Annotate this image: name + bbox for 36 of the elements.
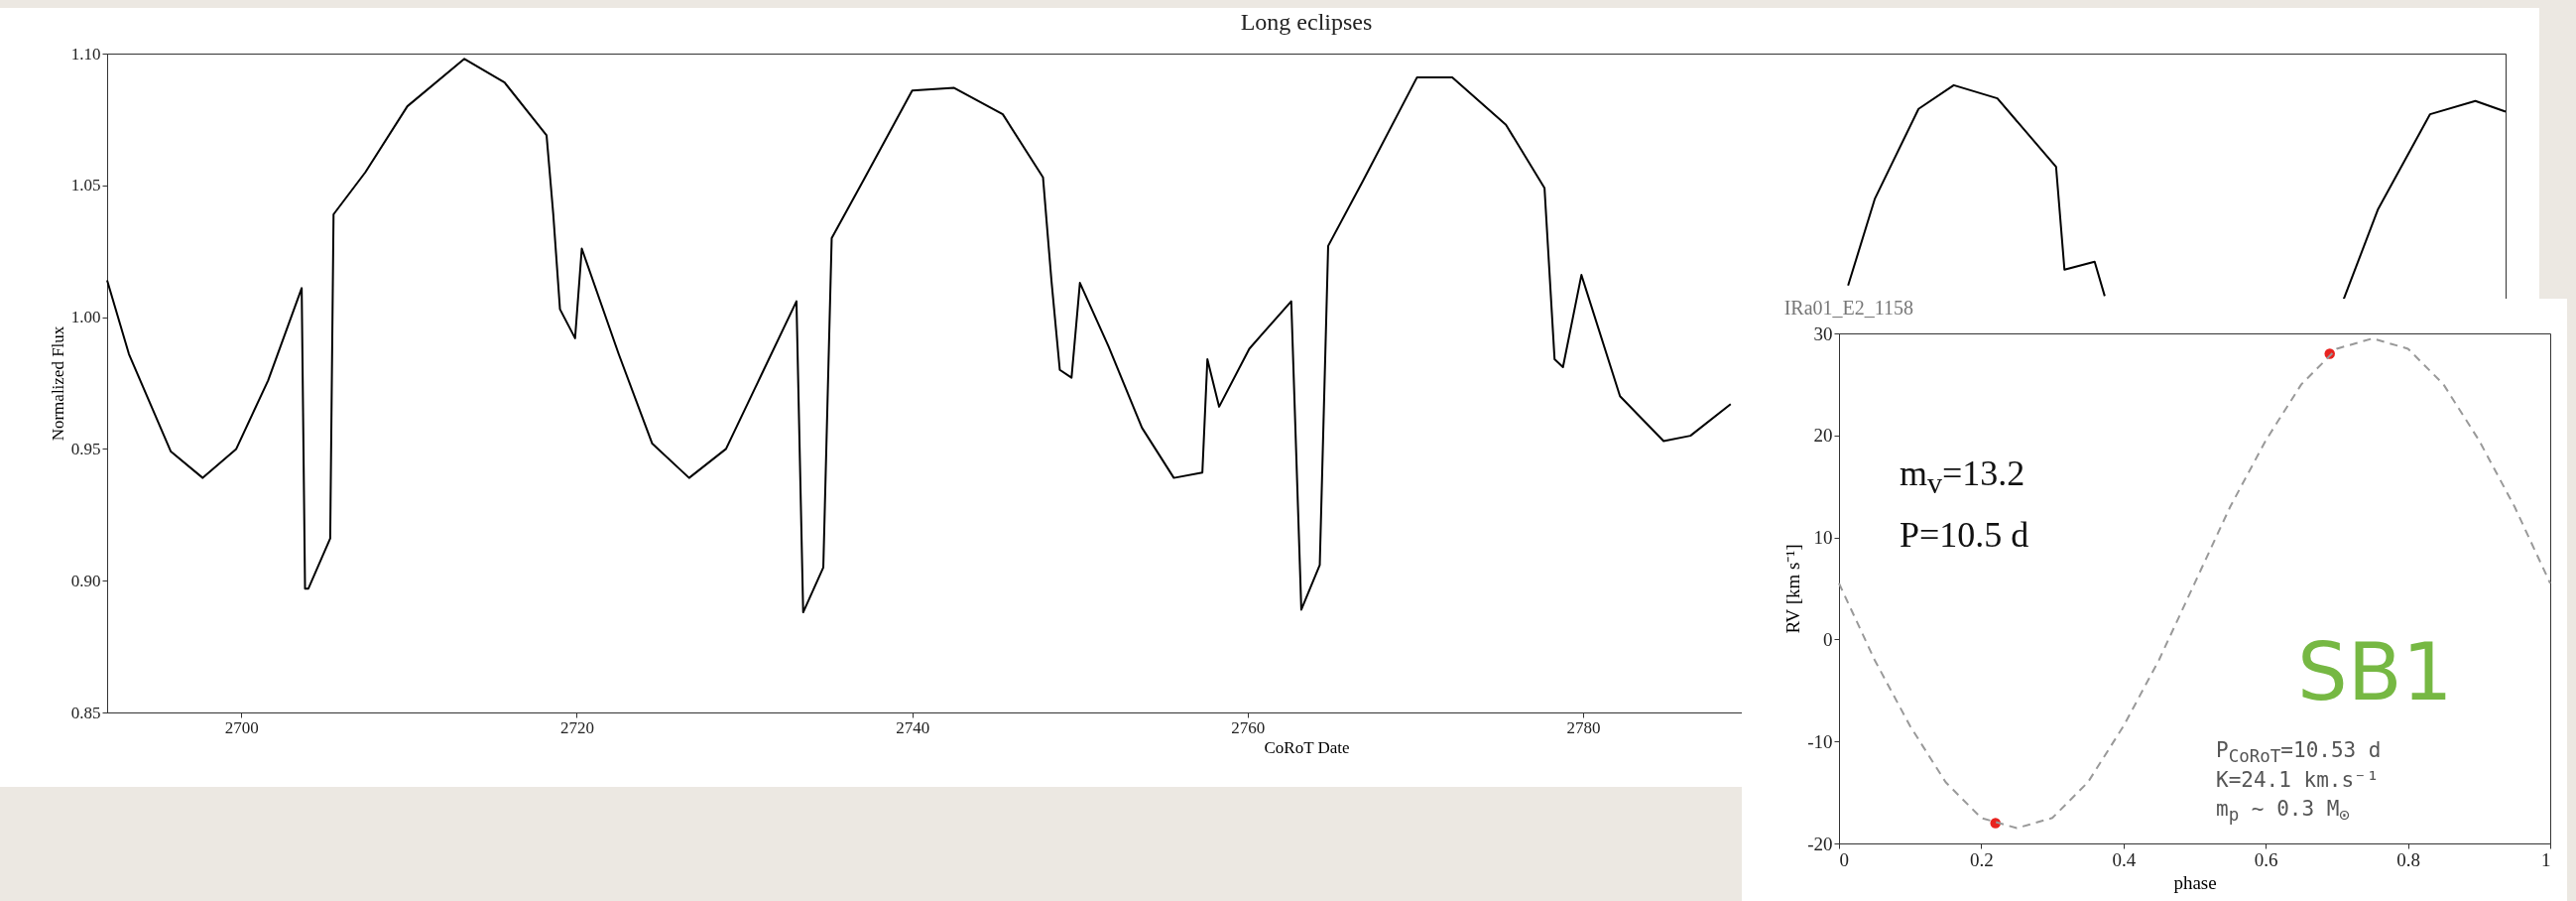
x-tick-label: 0.4	[2112, 848, 2137, 870]
x-tick-label: 2720	[559, 717, 594, 737]
x-tick-label: 0.6	[2254, 848, 2278, 870]
y-tick-label: -20	[1807, 833, 1833, 854]
x-tick-label: 0.8	[2396, 848, 2420, 870]
y-tick-label: -10	[1807, 730, 1833, 752]
annotation: P=10.5 d	[1900, 514, 2029, 556]
y-tick-label: 1.05	[70, 176, 101, 195]
x-axis-title: phase	[2173, 871, 2217, 893]
x-tick-label: 2760	[1231, 717, 1266, 737]
y-axis-title: RV [km s⁻¹]	[1782, 544, 1804, 634]
x-tick-label: 2740	[896, 717, 930, 737]
y-tick-label: 20	[1813, 425, 1833, 447]
x-axis-title: CoRoT Date	[1264, 737, 1350, 757]
y-tick-label: 0.85	[70, 703, 101, 722]
x-tick-label: 2700	[224, 717, 259, 737]
line-series	[1838, 337, 2551, 830]
annotation: P$_{CoRoT}$=10.53 d	[2216, 738, 2382, 767]
y-axis-title: Normalized Flux	[48, 325, 67, 442]
y-tick-label: 1.00	[70, 308, 101, 327]
y-tick-label: 0	[1823, 628, 1833, 650]
x-tick-label: 0	[1839, 848, 1849, 870]
annotation: m$_{v}$=13.2	[1900, 452, 2025, 501]
y-tick-label: 1.10	[70, 44, 101, 64]
annotation: m$_{p}$ ~ 0.3 M$_{⊙}$	[2216, 797, 2350, 826]
annotation: K=24.1 km.s⁻¹	[2216, 768, 2380, 792]
x-tick-label: 1	[2541, 848, 2551, 870]
annotation: SB1	[2297, 626, 2453, 718]
y-tick-label: 0.90	[70, 571, 101, 590]
y-tick-label: 0.95	[70, 439, 101, 458]
y-tick-label: 10	[1813, 527, 1833, 549]
x-tick-label: 2780	[1566, 717, 1601, 737]
chart-title: Long eclipses	[1240, 9, 1373, 35]
y-tick-label: 30	[1813, 322, 1833, 344]
chart-title: IRa01_E2_1158	[1783, 297, 1914, 319]
x-tick-label: 0.2	[1970, 848, 1994, 870]
